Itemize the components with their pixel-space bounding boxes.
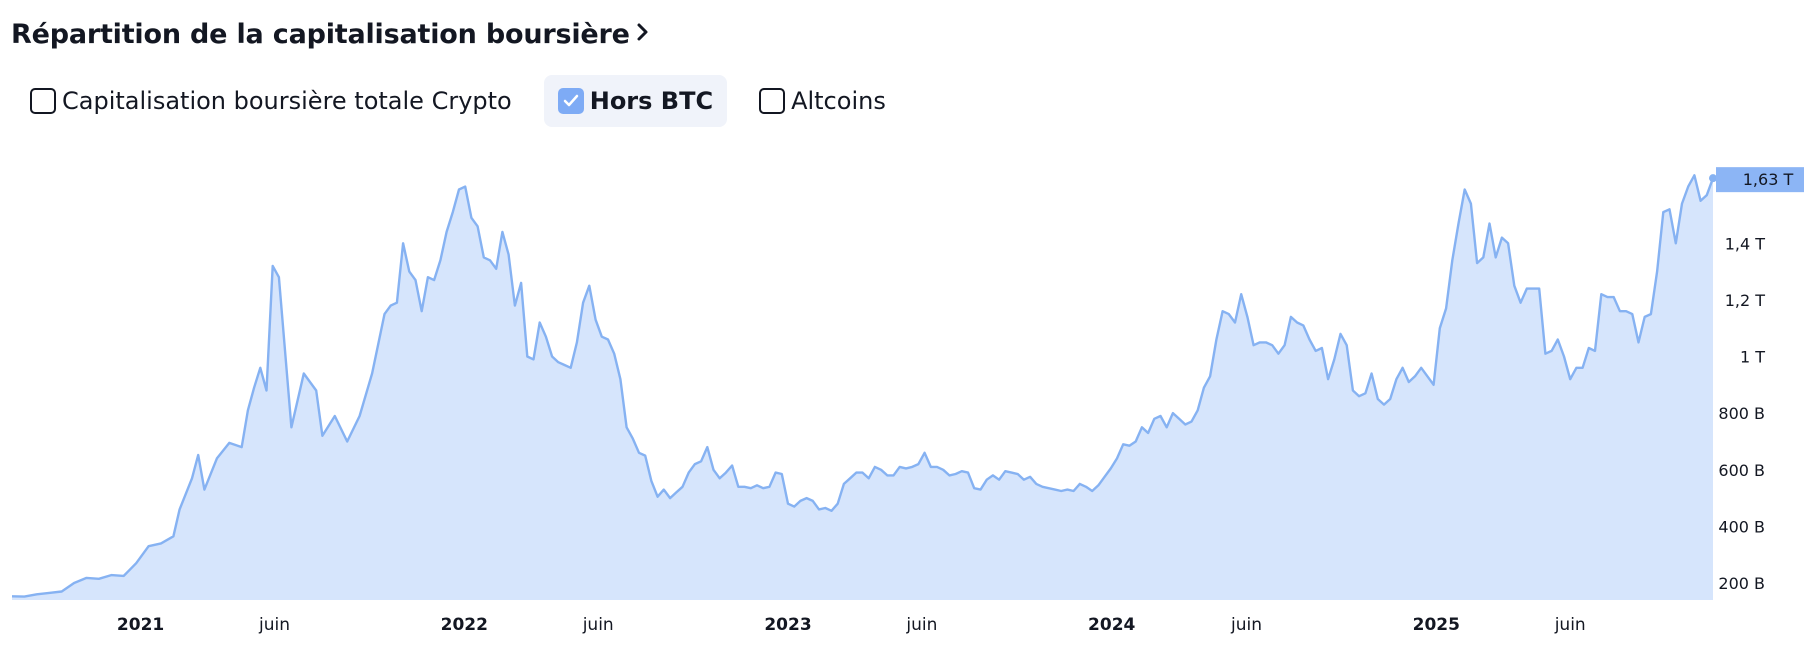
x-tick-label: juin [582, 615, 614, 635]
page-title: Répartition de la capitalisation boursiè… [11, 18, 630, 50]
y-tick-label: 200 B [1718, 574, 1765, 593]
checkbox[interactable] [30, 88, 56, 114]
x-tick-label: 2024 [1088, 615, 1135, 635]
x-tick-label: juin [1554, 615, 1586, 635]
series-line [11, 174, 1715, 598]
x-tick-label: juin [1230, 615, 1262, 635]
last-value-badge: 1,63 T [1716, 167, 1804, 193]
x-tick-label: juin [905, 615, 937, 635]
toggle-total-crypto[interactable]: Capitalisation boursière totale Crypto [16, 75, 526, 127]
checkbox[interactable] [759, 88, 786, 114]
y-tick-label: 800 B [1718, 404, 1765, 423]
y-axis: 200 B 400 B 600 B 800 B 1 T 1,2 T 1,4 T [1718, 234, 1765, 593]
toggle-altcoins[interactable]: Altcoins [745, 75, 900, 127]
series-toggles: Capitalisation boursière totale Crypto H… [16, 75, 918, 127]
y-tick-label: 1,2 T [1725, 291, 1766, 310]
last-value-badge-bg [1716, 167, 1804, 193]
checkbox[interactable] [557, 88, 584, 114]
section-header[interactable]: Répartition de la capitalisation boursiè… [11, 14, 650, 54]
area-chart[interactable]: 200 B 400 B 600 B 800 B 1 T 1,2 T 1,4 T 2021 ju… [0, 150, 1807, 650]
x-tick-label: juin [258, 615, 290, 635]
check-icon [563, 94, 578, 107]
x-tick-label: 2025 [1413, 615, 1460, 635]
y-tick-label: 600 B [1718, 461, 1765, 480]
x-tick-label: 2021 [117, 615, 164, 635]
x-axis: 2021 juin 2022 juin 2023 juin 2024 juin 2025 juin [117, 615, 1586, 635]
x-tick-label: 2022 [441, 615, 488, 635]
toggle-label: Capitalisation boursière totale Crypto [62, 87, 512, 115]
last-point-marker [1709, 174, 1717, 183]
y-tick-label: 1,4 T [1725, 234, 1766, 253]
x-tick-label: 2023 [764, 615, 811, 635]
series-area [12, 175, 1713, 601]
y-tick-label: 1 T [1740, 348, 1765, 367]
toggle-label: Hors BTC [589, 87, 714, 115]
toggle-label: Altcoins [791, 87, 886, 115]
last-value-label: 1,63 T [1743, 170, 1794, 189]
toggle-hors-btc[interactable]: Hors BTC [543, 75, 728, 127]
plot-area [11, 174, 1717, 601]
y-tick-label: 400 B [1718, 517, 1765, 536]
chevron-right-icon [636, 19, 650, 49]
